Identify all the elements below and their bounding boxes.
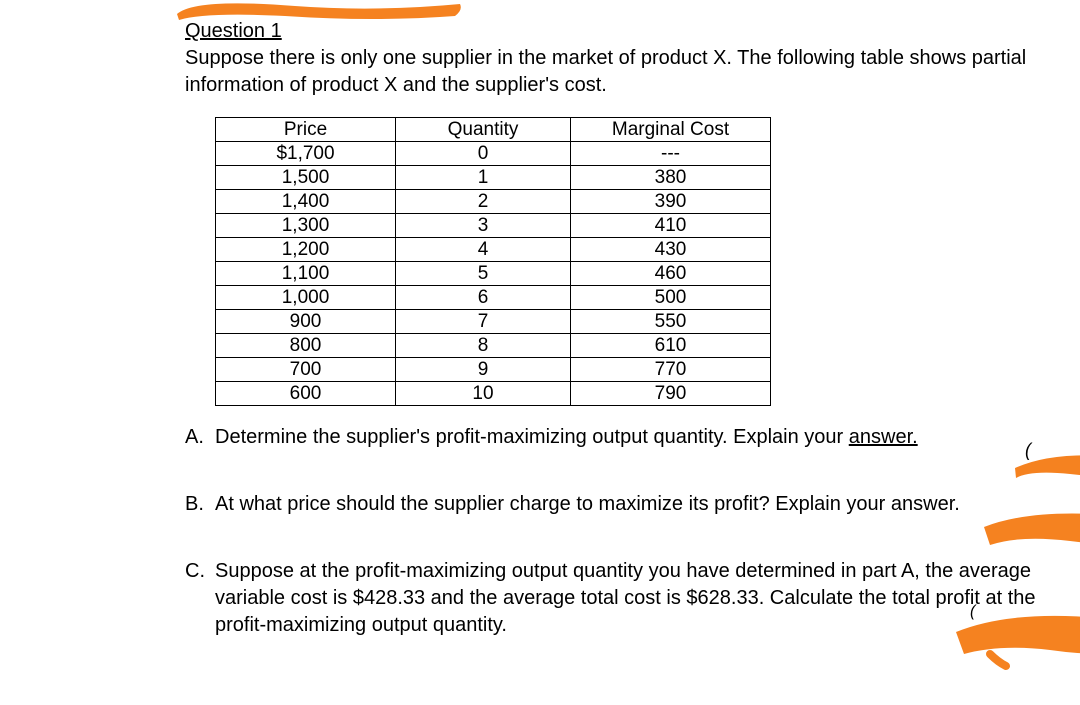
table-cell: 430 xyxy=(571,238,771,262)
part-letter: A. xyxy=(185,424,215,451)
annotation-top-swipe xyxy=(175,0,465,18)
table-row: 1,1005460 xyxy=(216,262,771,286)
col-header-marginal-cost: Marginal Cost xyxy=(571,118,771,142)
table-cell: 1 xyxy=(396,166,571,190)
table-cell: 3 xyxy=(396,214,571,238)
intro-text: Suppose there is only one supplier in th… xyxy=(185,45,1040,99)
table-cell: 1,500 xyxy=(216,166,396,190)
table-cell: --- xyxy=(571,142,771,166)
part-b-text: At what price should the supplier charge… xyxy=(215,493,960,515)
table-cell: 380 xyxy=(571,166,771,190)
annotation-blob-c: ( xyxy=(950,602,1080,672)
table-cell: 700 xyxy=(216,358,396,382)
part-a-text-tail: answer. xyxy=(849,426,918,448)
table-cell: 410 xyxy=(571,214,771,238)
table-row: 1,5001380 xyxy=(216,166,771,190)
part-c-text: Suppose at the profit-maximizing output … xyxy=(215,560,1036,636)
table-row: 1,4002390 xyxy=(216,190,771,214)
table-cell: 610 xyxy=(571,334,771,358)
table-cell: 460 xyxy=(571,262,771,286)
table-cell: 600 xyxy=(216,382,396,406)
table-cell: 6 xyxy=(396,286,571,310)
part-a-text: Determine the supplier's profit-maximizi… xyxy=(215,426,849,448)
table-cell: 790 xyxy=(571,382,771,406)
part-letter: C. xyxy=(185,558,215,639)
table-row: 7009770 xyxy=(216,358,771,382)
table-cell: 1,100 xyxy=(216,262,396,286)
table-cell: 10 xyxy=(396,382,571,406)
table-row: 1,0006500 xyxy=(216,286,771,310)
table-cell: 900 xyxy=(216,310,396,334)
table-cell: 5 xyxy=(396,262,571,286)
annotation-blob-b xyxy=(980,507,1080,557)
table-cell: 1,400 xyxy=(216,190,396,214)
table-cell: 9 xyxy=(396,358,571,382)
part-b: B. At what price should the supplier cha… xyxy=(185,491,1040,518)
table-row: 60010790 xyxy=(216,382,771,406)
table-cell: 1,200 xyxy=(216,238,396,262)
table-cell: 7 xyxy=(396,310,571,334)
table-cell: 4 xyxy=(396,238,571,262)
col-header-price: Price xyxy=(216,118,396,142)
table-cell: $1,700 xyxy=(216,142,396,166)
table-row: 9007550 xyxy=(216,310,771,334)
table-row: 8008610 xyxy=(216,334,771,358)
table-cell: 8 xyxy=(396,334,571,358)
part-c: C. Suppose at the profit-maximizing outp… xyxy=(185,558,1040,639)
svg-text:(: ( xyxy=(1025,440,1033,460)
part-a: A. Determine the supplier's profit-maxim… xyxy=(185,424,1040,451)
table-cell: 770 xyxy=(571,358,771,382)
table-cell: 1,000 xyxy=(216,286,396,310)
table-cell: 2 xyxy=(396,190,571,214)
annotation-blob-a: ( xyxy=(1010,446,1080,486)
table-row: 1,3003410 xyxy=(216,214,771,238)
table-cell: 500 xyxy=(571,286,771,310)
question-title: Question 1 xyxy=(185,20,282,42)
table-cell: 390 xyxy=(571,190,771,214)
col-header-quantity: Quantity xyxy=(396,118,571,142)
table-row: $1,7000--- xyxy=(216,142,771,166)
table-cell: 800 xyxy=(216,334,396,358)
part-letter: B. xyxy=(185,491,215,518)
data-table: Price Quantity Marginal Cost $1,7000---1… xyxy=(215,117,1040,406)
table-cell: 1,300 xyxy=(216,214,396,238)
table-cell: 550 xyxy=(571,310,771,334)
table-row: 1,2004430 xyxy=(216,238,771,262)
table-cell: 0 xyxy=(396,142,571,166)
